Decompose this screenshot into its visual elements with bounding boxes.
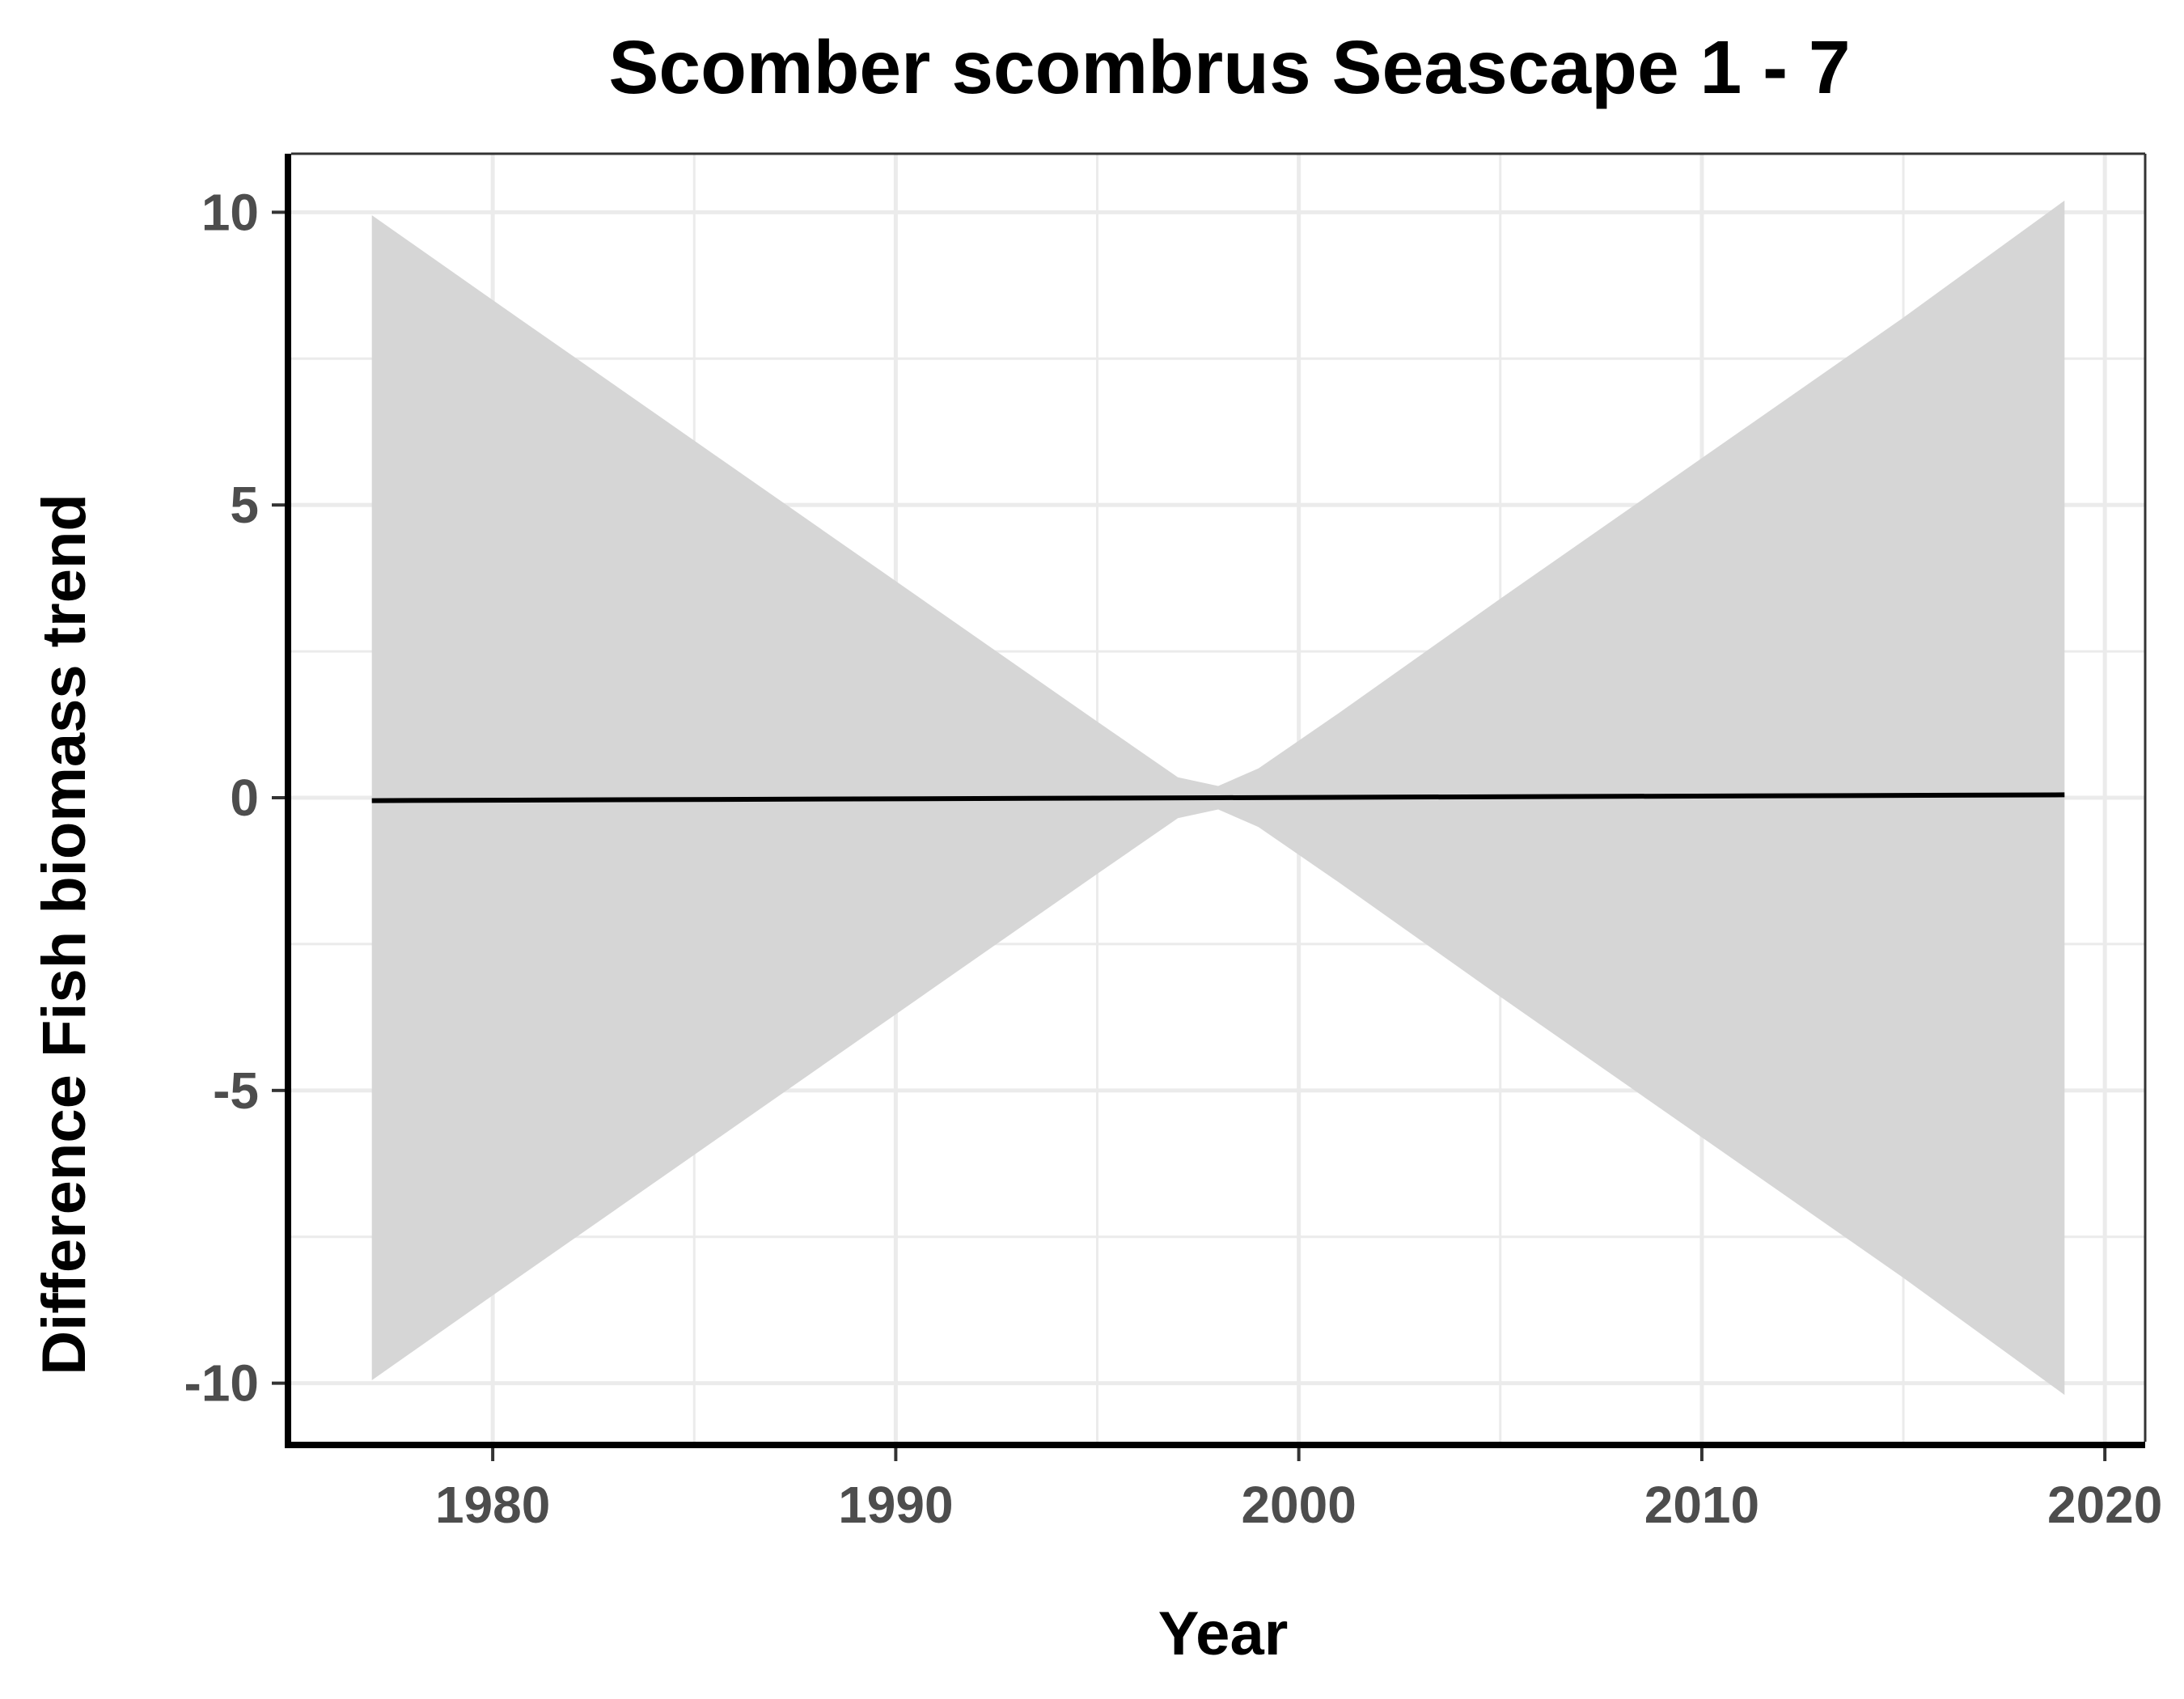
trend-line — [371, 792, 2065, 803]
y-tick-label: 10 — [201, 183, 259, 241]
x-tick-label: 2020 — [2047, 1476, 2162, 1534]
chart-title: Scomber scombrus Seascape 1 - 7 — [608, 25, 1850, 109]
x-axis-title: Year — [1158, 1599, 1289, 1668]
x-tick-label: 2010 — [1644, 1476, 1759, 1534]
y-tick-label: -5 — [213, 1061, 259, 1120]
x-tick-label: 2000 — [1241, 1476, 1356, 1534]
y-tick-label: 0 — [230, 769, 259, 827]
y-tick-label: -10 — [184, 1354, 260, 1413]
x-tick-label: 1980 — [435, 1476, 550, 1534]
y-axis-title: Difference Fish biomass trend — [30, 494, 99, 1375]
plot-area — [291, 154, 2145, 1442]
y-tick-label: 5 — [230, 476, 259, 534]
x-tick-label: 1990 — [838, 1476, 953, 1534]
